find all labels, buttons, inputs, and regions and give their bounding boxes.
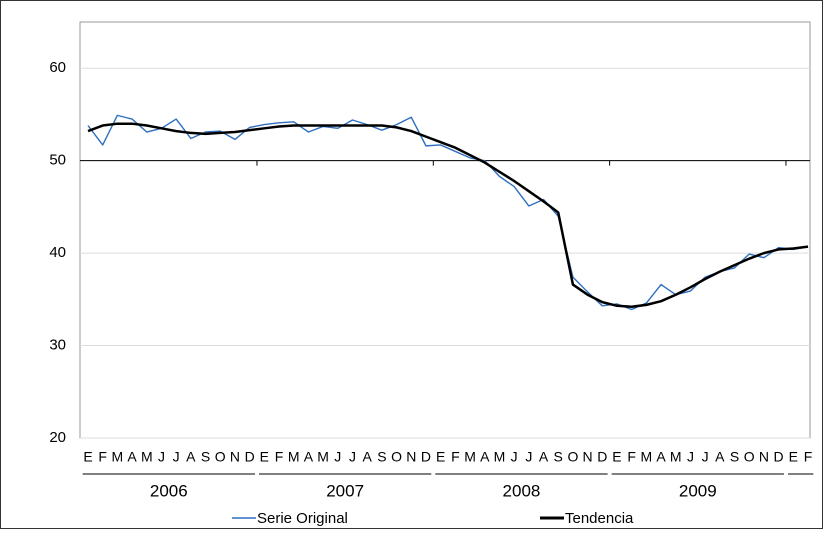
year-label: 2008: [503, 481, 541, 500]
x-tick-label: A: [363, 449, 373, 465]
x-tick-label: D: [597, 449, 607, 465]
y-tick-label: 50: [49, 152, 66, 169]
x-tick-label: N: [406, 449, 416, 465]
x-tick-label: M: [641, 449, 653, 465]
x-tick-label: D: [774, 449, 784, 465]
x-tick-label: A: [127, 449, 137, 465]
year-label: 2007: [326, 481, 364, 500]
x-tick-label: A: [715, 449, 725, 465]
x-tick-label: F: [275, 449, 284, 465]
series-line: [87, 114, 809, 311]
x-tick-label: A: [656, 449, 666, 465]
x-tick-label: F: [627, 449, 636, 465]
series-line: [87, 122, 809, 308]
x-tick-label: M: [112, 449, 124, 465]
x-tick-label: F: [451, 449, 460, 465]
x-tick-label: J: [511, 449, 518, 465]
x-tick-label: F: [804, 449, 813, 465]
x-tick-label: M: [141, 449, 153, 465]
x-tick-label: E: [260, 449, 269, 465]
x-tick-label: J: [158, 449, 165, 465]
x-tick-label: A: [480, 449, 490, 465]
x-tick-label: J: [173, 449, 180, 465]
x-tick-label: M: [317, 449, 329, 465]
x-tick-label: J: [525, 449, 532, 465]
x-tick-label: J: [334, 449, 341, 465]
x-tick-label: S: [554, 449, 563, 465]
x-tick-label: A: [186, 449, 196, 465]
year-label: 2006: [150, 481, 188, 500]
x-tick-label: S: [201, 449, 210, 465]
x-tick-label: M: [494, 449, 506, 465]
year-label: 2009: [679, 481, 717, 500]
x-tick-label: S: [377, 449, 386, 465]
x-tick-label: J: [702, 449, 709, 465]
x-tick-label: D: [421, 449, 431, 465]
x-tick-label: M: [670, 449, 682, 465]
x-tick-label: O: [391, 449, 402, 465]
x-tick-label: D: [245, 449, 255, 465]
x-tick-label: J: [349, 449, 356, 465]
x-tick-label: F: [98, 449, 107, 465]
legend-label: Tendencia: [565, 510, 634, 527]
x-tick-label: M: [464, 449, 476, 465]
x-tick-label: E: [436, 449, 445, 465]
x-tick-label: E: [83, 449, 92, 465]
y-tick-label: 20: [49, 429, 66, 446]
x-tick-label: N: [759, 449, 769, 465]
x-tick-label: S: [730, 449, 739, 465]
x-tick-label: O: [744, 449, 755, 465]
x-tick-label: N: [583, 449, 593, 465]
y-tick-label: 30: [49, 337, 66, 354]
x-tick-label: M: [288, 449, 300, 465]
x-tick-label: A: [539, 449, 549, 465]
x-tick-label: A: [304, 449, 314, 465]
y-tick-label: 40: [49, 244, 66, 261]
x-tick-label: J: [687, 449, 694, 465]
y-tick-label: 60: [49, 59, 66, 76]
legend-label: Serie Original: [257, 510, 348, 527]
x-tick-label: O: [567, 449, 578, 465]
x-tick-label: O: [215, 449, 226, 465]
x-tick-label: N: [230, 449, 240, 465]
x-tick-label: E: [789, 449, 798, 465]
x-tick-label: E: [612, 449, 621, 465]
